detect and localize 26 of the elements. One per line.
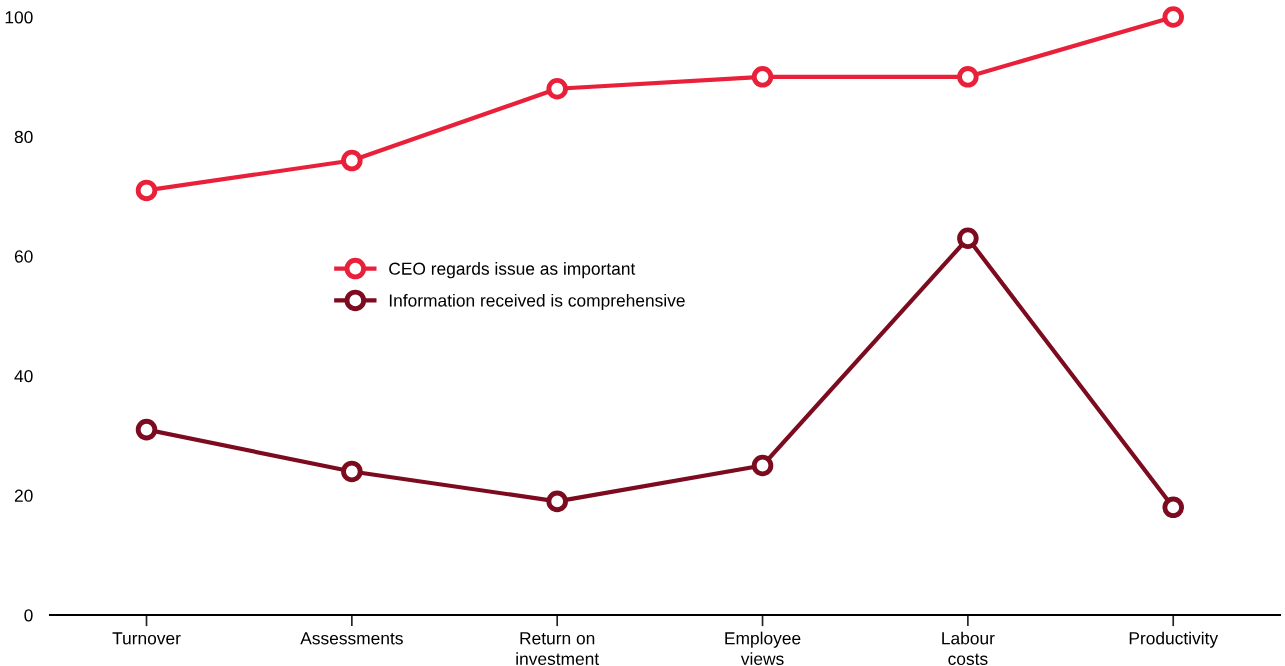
y-tick-label: 0 (24, 609, 33, 622)
x-tick-label: Assessments (300, 632, 403, 645)
point (341, 149, 363, 172)
point (341, 460, 363, 483)
point (1162, 496, 1184, 519)
y-tick-label: 20 (14, 489, 33, 502)
legend-label: CEO regards issue as important (389, 262, 636, 279)
point (751, 66, 774, 88)
point (751, 454, 774, 477)
y-tick-label: 80 (14, 130, 33, 144)
point (1162, 6, 1184, 28)
y-tick-label: 60 (14, 250, 33, 263)
point (546, 490, 568, 513)
point (135, 179, 158, 202)
point (957, 227, 979, 250)
point (957, 66, 979, 88)
x-tick-label: Return on investment (516, 632, 600, 666)
x-tick-label: Turnover (112, 632, 181, 645)
x-tick-label: Employee views (725, 631, 801, 666)
point (135, 418, 158, 441)
y-tick-label: 40 (14, 369, 33, 383)
point (546, 78, 568, 100)
legend-label: Information received is comprehensive (389, 293, 685, 311)
y-tick-label: 100 (5, 11, 33, 24)
x-tick-label: Productivity (1129, 631, 1219, 648)
x-tick-label: Labour costs (942, 631, 995, 666)
